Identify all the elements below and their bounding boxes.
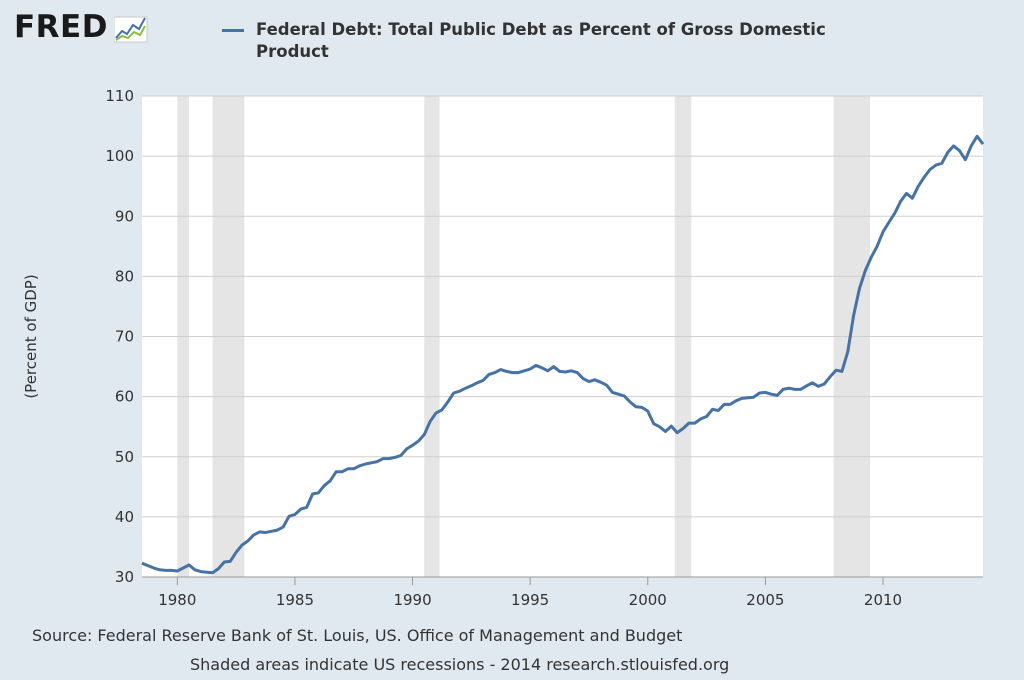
y-axis-label: (Percent of GDP) (22, 274, 40, 398)
y-tick-label: 30 (115, 568, 134, 586)
y-tick-label: 60 (115, 388, 134, 406)
y-tick-label: 50 (115, 448, 134, 466)
chart-legend: Federal Debt: Total Public Debt as Perce… (222, 19, 896, 63)
x-tick-label: 2005 (746, 591, 784, 609)
x-tick-label: 1990 (393, 591, 431, 609)
y-tick-label: 90 (115, 207, 134, 225)
x-tick-label: 1985 (276, 591, 314, 609)
fred-chart-icon (113, 16, 148, 43)
y-tick-label: 100 (105, 147, 134, 165)
y-tick-label: 70 (115, 328, 134, 346)
y-tick-label: 80 (115, 267, 134, 285)
recession-note: Shaded areas indicate US recessions - 20… (190, 655, 730, 674)
x-tick-label: 1980 (158, 591, 196, 609)
y-tick-label: 40 (115, 508, 134, 526)
fred-logo-text: FRED (14, 9, 108, 45)
series-line (141, 134, 985, 575)
x-tick-label: 2000 (629, 591, 667, 609)
fred-logo: FRED (14, 12, 148, 43)
source-note: Source: Federal Reserve Bank of St. Loui… (32, 626, 683, 645)
x-tick-label: 2010 (864, 591, 902, 609)
y-tick-label: 110 (105, 87, 134, 105)
legend-series-name: Federal Debt: Total Public Debt as Perce… (256, 20, 826, 61)
x-tick-label: 1995 (511, 591, 549, 609)
chart: 30 40 50 60 70 80 90 100 110 1980 1985 1990 1995 2000… (22, 87, 985, 609)
legend-swatch (222, 29, 244, 32)
